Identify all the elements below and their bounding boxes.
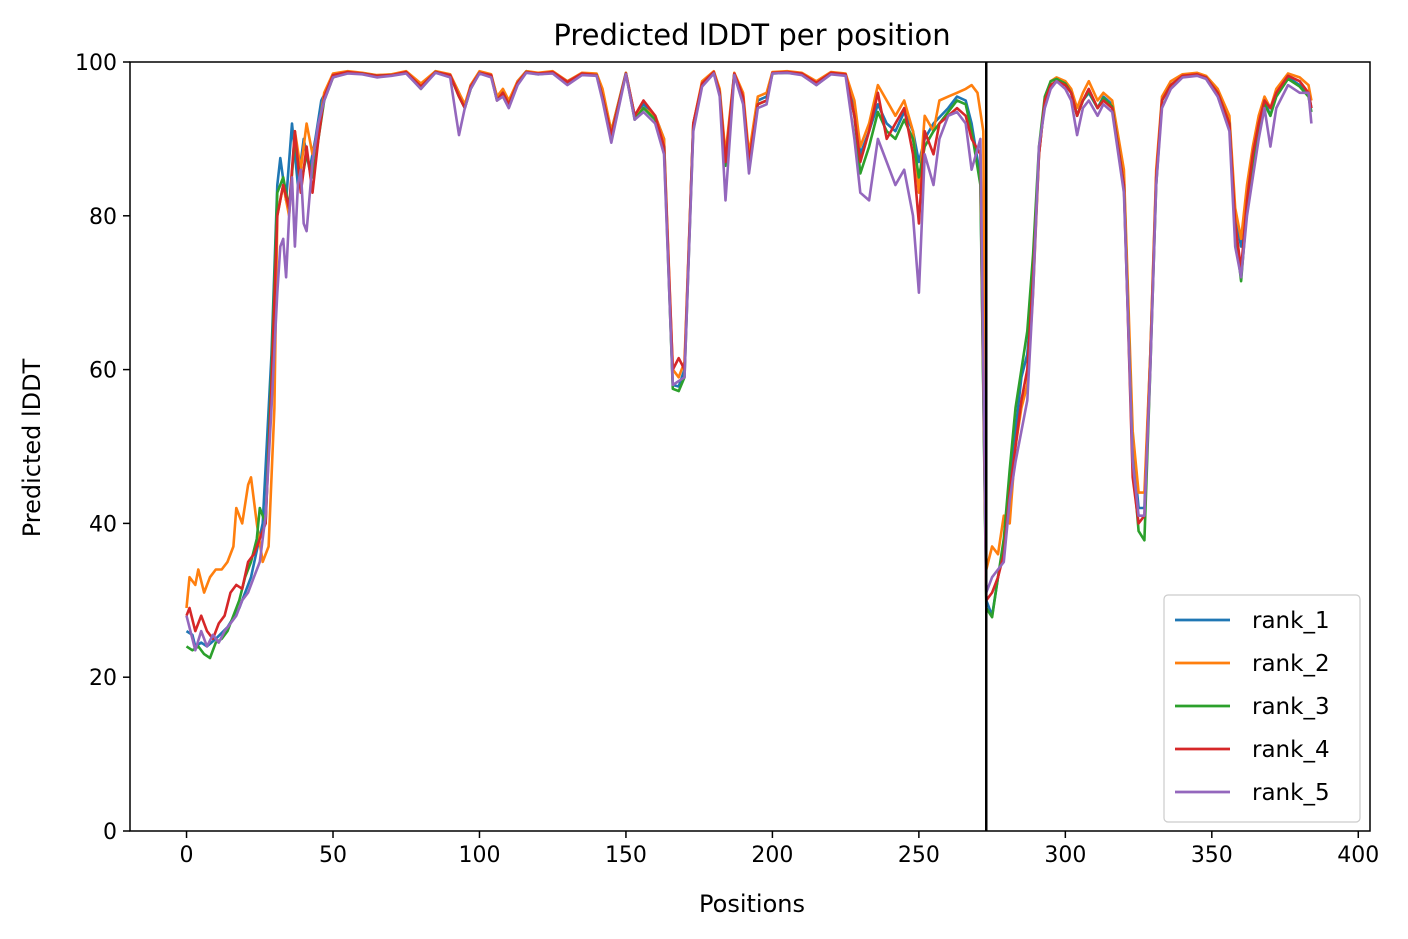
y-tick-label: 60 [89,359,117,384]
x-tick-label: 100 [458,843,500,868]
legend-label-rank-3: rank_3 [1252,694,1330,720]
x-axis-label: Positions [699,890,805,918]
x-tick-label: 150 [605,843,647,868]
y-tick-label: 20 [89,666,117,691]
y-tick-label: 100 [75,51,117,76]
x-tick-label: 250 [898,843,940,868]
x-axis-ticks: 0 50 100 150 200 250 300 350 400 [180,831,1379,868]
legend-label-rank-2: rank_2 [1252,651,1330,677]
legend-box [1163,594,1361,823]
legend: rank_1 rank_2 rank_3 rank_4 rank_5 [1163,594,1361,823]
y-axis-label: Predicted lDDT [18,358,46,537]
chart-title: Predicted lDDT per position [553,18,950,52]
plot-frame [129,61,1371,832]
legend-label-rank-1: rank_1 [1252,608,1330,634]
x-tick-label: 0 [180,843,194,868]
legend-label-rank-4: rank_4 [1252,737,1330,763]
x-tick-label: 200 [751,843,793,868]
y-tick-label: 40 [89,512,117,537]
y-tick-label: 0 [103,820,117,845]
y-tick-label: 80 [89,205,117,230]
legend-label-rank-5: rank_5 [1252,780,1330,806]
x-tick-label: 350 [1191,843,1233,868]
x-tick-label: 300 [1044,843,1086,868]
x-tick-label: 400 [1337,843,1379,868]
series-line-rank-5 [185,71,1313,652]
series-lines [185,69,1313,660]
y-axis-ticks: 0 20 40 60 80 100 [75,51,130,845]
x-tick-label: 50 [319,843,347,868]
